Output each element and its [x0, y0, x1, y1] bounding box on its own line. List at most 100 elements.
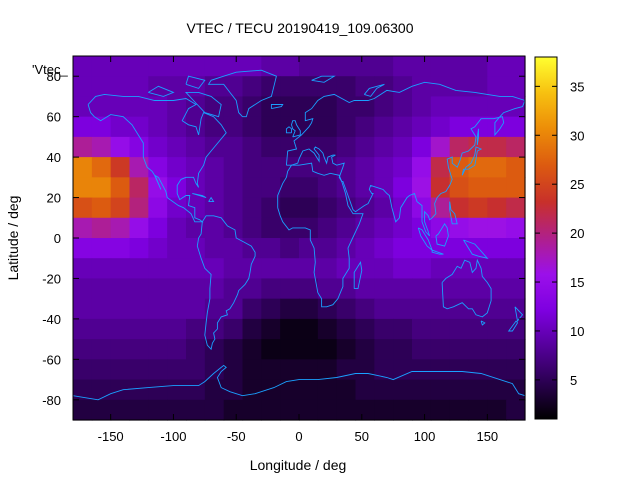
- heatmap-cell: [242, 217, 262, 239]
- heatmap-cell: [506, 258, 526, 280]
- heatmap-cell: [487, 197, 507, 219]
- heatmap-cell: [167, 217, 187, 239]
- heatmap-cell: [317, 339, 338, 360]
- x-tick-label: 0: [295, 429, 302, 444]
- heatmap-cell: [167, 379, 187, 401]
- coastline: [207, 69, 277, 118]
- coastline: [353, 261, 363, 290]
- heatmap-cell: [204, 318, 225, 340]
- heatmap-cell: [223, 258, 244, 280]
- heatmap-cell: [355, 399, 375, 421]
- heatmap-cell: [506, 278, 526, 300]
- heatmap-cell: [506, 96, 526, 118]
- heatmap-cell: [261, 258, 281, 280]
- heatmap-cell: [73, 96, 93, 118]
- heatmap-cell: [148, 217, 168, 239]
- heatmap-cell: [204, 379, 225, 401]
- heatmap-cell: [336, 339, 357, 360]
- heatmap-cell: [167, 136, 187, 158]
- heatmap-cell: [223, 359, 244, 381]
- heatmap-cell: [73, 76, 93, 98]
- heatmap-cell: [412, 318, 432, 340]
- colorbar-tick-label: 30: [570, 128, 584, 143]
- heatmap-cell: [468, 379, 488, 401]
- heatmap-cell: [129, 318, 149, 340]
- heatmap-cell: [317, 96, 338, 118]
- heatmap-cell: [449, 238, 470, 259]
- heatmap-cell: [393, 116, 413, 138]
- heatmap-cell: [430, 197, 451, 219]
- heatmap-cell: [336, 217, 357, 239]
- heatmap-cell: [129, 217, 149, 239]
- heatmap-cell: [91, 238, 112, 259]
- heatmap-cell: [110, 258, 131, 280]
- heatmap-cell: [355, 116, 375, 138]
- heatmap-cell: [487, 339, 507, 360]
- heatmap-cell: [73, 197, 93, 219]
- heatmap-cell: [317, 177, 338, 199]
- heatmap-cell: [186, 278, 206, 300]
- heatmap-cell: [336, 318, 357, 340]
- coastline: [311, 75, 336, 83]
- heatmap-cell: [204, 399, 225, 421]
- heatmap-cell: [412, 157, 432, 178]
- heatmap-cell: [204, 359, 225, 381]
- heatmap-cell: [204, 116, 225, 138]
- coastline: [441, 258, 492, 318]
- heatmap-cell: [506, 399, 526, 421]
- heatmap-cell: [129, 258, 149, 280]
- heatmap-cell: [506, 318, 526, 340]
- heatmap-cell: [91, 399, 112, 421]
- heatmap-cell: [412, 136, 432, 158]
- x-tick-label: -50: [227, 429, 246, 444]
- heatmap-cell: [204, 76, 225, 98]
- heatmap-cell: [223, 238, 244, 259]
- heatmap-cell: [374, 177, 394, 199]
- heatmap-cell: [506, 197, 526, 219]
- heatmap-cell: [412, 116, 432, 138]
- heatmap-cell: [487, 136, 507, 158]
- series-key-label: 'Vtec_: [32, 62, 68, 77]
- heatmap-cell: [374, 238, 394, 259]
- heatmap-cell: [223, 197, 244, 219]
- heatmap-cell: [468, 298, 488, 320]
- heatmap-cell: [186, 399, 206, 421]
- heatmap-cell: [110, 217, 131, 239]
- heatmap-cell: [129, 298, 149, 320]
- colorbar-tick-label: 25: [570, 177, 584, 192]
- heatmap-cell: [148, 96, 168, 118]
- heatmap-cell: [487, 217, 507, 239]
- heatmap-cell: [412, 238, 432, 259]
- heatmap-cell: [91, 116, 112, 138]
- heatmap-cell: [336, 177, 357, 199]
- heatmap-cell: [449, 96, 470, 118]
- heatmap-cell: [430, 56, 451, 77]
- heatmap-cell: [393, 217, 413, 239]
- heatmap-cell: [299, 399, 319, 421]
- heatmap-cell: [110, 359, 131, 381]
- heatmap-cell: [110, 96, 131, 118]
- heatmap-cell: [280, 217, 300, 239]
- heatmap-cell: [91, 136, 112, 158]
- heatmap-cell: [430, 379, 451, 401]
- heatmap-cell: [412, 399, 432, 421]
- heatmap-cell: [299, 258, 319, 280]
- heatmap-cell: [430, 278, 451, 300]
- heatmap-cell: [355, 56, 375, 77]
- colorbar-gradient: [534, 56, 558, 420]
- coastline: [507, 320, 519, 332]
- heatmap-cell: [261, 318, 281, 340]
- heatmap-cell: [317, 197, 338, 219]
- heatmap-cell: [167, 258, 187, 280]
- heatmap-cell: [242, 298, 262, 320]
- heatmap-cell: [468, 136, 488, 158]
- heatmap-cell: [468, 359, 488, 381]
- heatmap-cell: [412, 177, 432, 199]
- heatmap-cell: [242, 399, 262, 421]
- heatmap-cell: [374, 136, 394, 158]
- coastline: [208, 196, 215, 203]
- heatmap-cell: [355, 298, 375, 320]
- heatmap-cell: [299, 318, 319, 340]
- heatmap-cell: [355, 318, 375, 340]
- heatmap-cell: [355, 238, 375, 259]
